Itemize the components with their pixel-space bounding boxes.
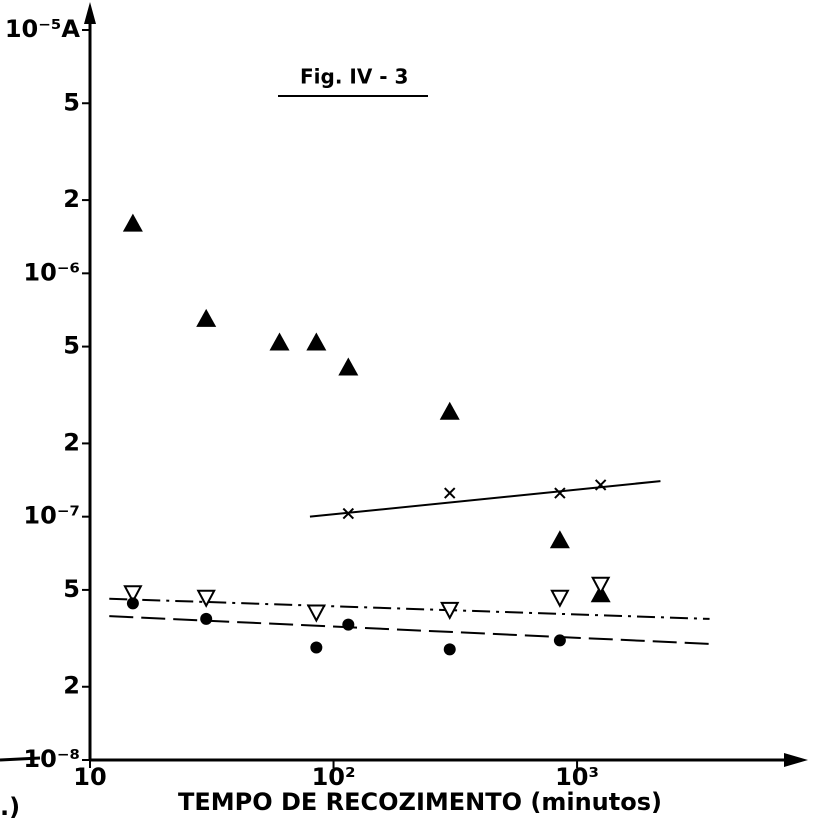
triangle-up-marker xyxy=(122,213,143,232)
y-tick-label: 2 xyxy=(63,185,80,213)
circle-marker xyxy=(553,634,566,647)
triangle-down-marker xyxy=(306,604,327,623)
cross-marker xyxy=(554,487,566,499)
cross-marker xyxy=(444,487,456,499)
x-arrow xyxy=(784,753,808,767)
x-axis-label: TEMPO DE RECOZIMENTO (minutos) xyxy=(178,788,662,816)
y-arrow xyxy=(84,2,96,24)
triangle-down-marker xyxy=(550,589,570,608)
y-tick-label: 10⁻⁸ xyxy=(23,745,80,773)
fragment-line xyxy=(0,756,41,762)
triangle-down-marker xyxy=(123,585,143,604)
x-tick-label: 10 xyxy=(73,763,106,791)
fit-line xyxy=(109,615,710,645)
triangle-up-marker xyxy=(439,401,460,420)
triangle-up-marker xyxy=(549,530,570,549)
triangle-up-marker xyxy=(338,357,359,376)
circle-marker xyxy=(200,612,213,625)
fit-line xyxy=(309,480,661,518)
x-tick-label: 10³ xyxy=(555,763,599,791)
y-tick-label: 10⁻⁶ xyxy=(23,258,80,286)
cross-marker xyxy=(594,479,607,491)
triangle-down-marker xyxy=(591,576,611,595)
triangle-up-marker xyxy=(196,308,217,327)
triangle-up-marker xyxy=(306,332,327,351)
y-tick-label: 5 xyxy=(63,88,80,116)
triangle-down-marker xyxy=(196,589,216,608)
cross-marker xyxy=(342,507,355,520)
x-tick-label: 10² xyxy=(312,763,356,791)
triangle-up-marker xyxy=(269,332,290,351)
fit-line xyxy=(109,597,710,620)
circle-marker xyxy=(443,643,456,656)
circle-marker xyxy=(342,618,355,631)
y-tick-label: 5 xyxy=(63,575,80,603)
y-tick-label: 5 xyxy=(63,332,80,360)
y-tick-label: 2 xyxy=(63,672,80,700)
y-tick-label: 10⁻⁵A xyxy=(5,15,81,43)
triangle-down-marker xyxy=(440,601,460,621)
y-tick-label: 2 xyxy=(63,428,80,456)
circle-marker xyxy=(310,641,323,654)
annotation: .) xyxy=(0,793,20,821)
y-tick-label: 10⁻⁷ xyxy=(23,502,80,530)
chart-title: Fig. IV - 3 xyxy=(300,65,408,89)
circle-marker xyxy=(126,597,139,610)
